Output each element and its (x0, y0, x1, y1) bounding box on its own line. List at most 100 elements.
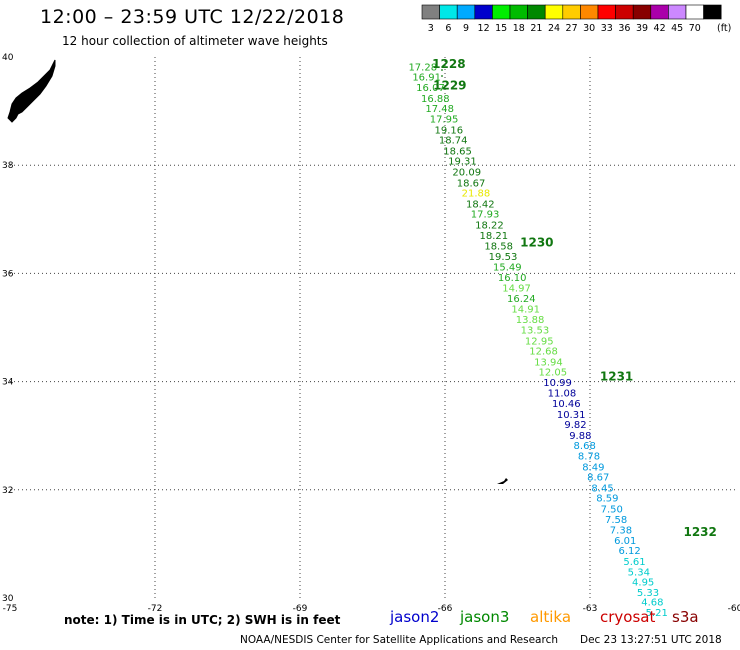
scale-label: 45 (671, 23, 683, 34)
wave-height-label: 5.33 (637, 588, 659, 599)
scale-label: 9 (463, 23, 469, 34)
wave-height-label: 5.34 (628, 567, 650, 578)
wave-height-label: 15.49 (493, 263, 522, 274)
wave-height-label: 16.24 (507, 294, 536, 305)
scale-label: 30 (583, 23, 595, 34)
credit-text: NOAA/NESDIS Center for Satellite Applica… (240, 634, 558, 646)
wave-height-label: 19.31 (448, 157, 477, 168)
lat-tick-label: 34 (2, 378, 14, 388)
lat-tick-label: 30 (2, 594, 14, 604)
scale-label: 18 (513, 23, 525, 34)
scale-label: 70 (689, 23, 701, 34)
wave-height-label: 13.88 (516, 315, 545, 326)
wave-height-label: 6.12 (619, 546, 641, 557)
scale-label: 36 (618, 23, 630, 34)
scale-label: 15 (495, 23, 507, 34)
satellite-altika: altika (530, 608, 572, 626)
wave-height-label: 5.21 (646, 608, 668, 619)
page-title: 12:00 – 23:59 UTC 12/22/2018 (40, 6, 345, 28)
track-dot (441, 75, 443, 77)
wave-height-label: 8.68 (574, 441, 596, 452)
wave-height-label: 17.93 (471, 210, 500, 221)
wave-height-label: 12.68 (529, 347, 558, 358)
wave-height-label: 18.22 (475, 220, 504, 231)
footer-note: note: 1) Time is in UTC; 2) SWH is in fe… (64, 613, 341, 627)
wave-height-label: 16.91 (412, 72, 441, 83)
wave-height-label: 10.46 (552, 399, 581, 410)
wave-height-label: 8.45 (591, 483, 613, 494)
wave-height-label: 6.01 (614, 536, 636, 547)
satellite-jason2: jason2 (390, 608, 440, 626)
time-label: 1229 (433, 78, 466, 92)
scale-label: 21 (530, 23, 542, 34)
wave-height-label: 9.88 (569, 431, 591, 442)
time-label: 1232 (683, 525, 716, 539)
wave-height-label: 18.65 (443, 146, 472, 157)
time-label: 1228 (432, 57, 465, 71)
scale-label: 27 (566, 23, 578, 34)
wave-height-label: 12.95 (525, 336, 554, 347)
wave-height-label: 11.08 (548, 389, 577, 400)
map-gridlines (10, 57, 735, 598)
lon-tick-label: -63 (583, 604, 598, 614)
wave-height-label: 16.10 (498, 273, 527, 284)
lon-tick-label: -75 (3, 604, 18, 614)
island-shape (497, 478, 508, 484)
wave-height-points: 17.2816.9116.0716.8817.4817.9519.1618.74… (408, 63, 667, 619)
page-subtitle: 12 hour collection of altimeter wave hei… (62, 34, 328, 48)
wave-height-label: 18.67 (457, 178, 486, 189)
time-label: 1230 (520, 235, 553, 249)
wave-height-label: 17.95 (430, 114, 459, 125)
wave-height-label: 4.68 (641, 598, 663, 609)
satellite-cryosat: cryosat (600, 608, 656, 626)
wave-height-label: 13.94 (534, 357, 563, 368)
wave-height-label: 7.50 (601, 505, 623, 516)
wave-height-label: 4.95 (632, 578, 654, 589)
wave-height-label: 19.53 (489, 252, 518, 263)
wave-height-label: 14.97 (502, 283, 531, 294)
scale-label: 39 (636, 23, 648, 34)
scale-swatch (703, 4, 722, 20)
wave-height-label: 9.82 (564, 420, 586, 431)
scale-label: 6 (445, 23, 451, 34)
wave-height-label: 5.61 (623, 557, 645, 568)
timestamp-text: Dec 23 13:27:51 UTC 2018 (580, 634, 722, 646)
wave-height-label: 8.67 (587, 473, 609, 484)
scale-label: 24 (548, 23, 560, 34)
wave-height-label: 16.88 (421, 94, 450, 105)
lat-tick-label: 40 (2, 53, 14, 63)
wave-height-label: 12.05 (538, 368, 567, 379)
wave-height-label: 14.91 (511, 304, 540, 315)
wave-height-label: 18.58 (484, 242, 513, 253)
color-scale-legend: 3 6 9 12 15 18 21 24 27 30 33 36 39 42 45 70 (ft) (421, 4, 731, 34)
wave-height-label: 17.48 (425, 104, 454, 115)
scale-label: 3 (428, 23, 434, 34)
lon-tick-label: -66 (438, 604, 453, 614)
scale-label: 42 (654, 23, 666, 34)
lon-tick-label: -69 (293, 604, 308, 614)
coastline-shape (7, 59, 56, 123)
wave-height-label: 10.99 (543, 378, 572, 389)
wave-height-label: 17.28 (408, 63, 437, 74)
wave-height-label: 18.21 (479, 231, 508, 242)
satellite-s3a: s3a (672, 608, 699, 626)
wave-height-label: 7.38 (610, 526, 632, 537)
scale-label: 33 (601, 23, 613, 34)
lat-tick-label: 38 (2, 161, 14, 171)
wave-height-label: 20.09 (452, 167, 481, 178)
lon-tick-label: -60 (728, 604, 740, 614)
wave-height-label: 8.59 (596, 494, 618, 505)
time-label: 1231 (600, 370, 633, 384)
scale-unit: (ft) (717, 23, 731, 34)
wave-height-label: 13.53 (521, 325, 550, 336)
lat-tick-label: 36 (2, 269, 14, 279)
wave-height-label: 18.74 (439, 136, 468, 147)
scale-label: 12 (478, 23, 490, 34)
wave-height-label: 10.31 (557, 410, 586, 421)
wave-height-label: 19.16 (435, 125, 464, 136)
wave-height-label: 8.49 (582, 462, 604, 473)
wave-height-label: 18.42 (466, 199, 495, 210)
track-dot (441, 69, 443, 71)
